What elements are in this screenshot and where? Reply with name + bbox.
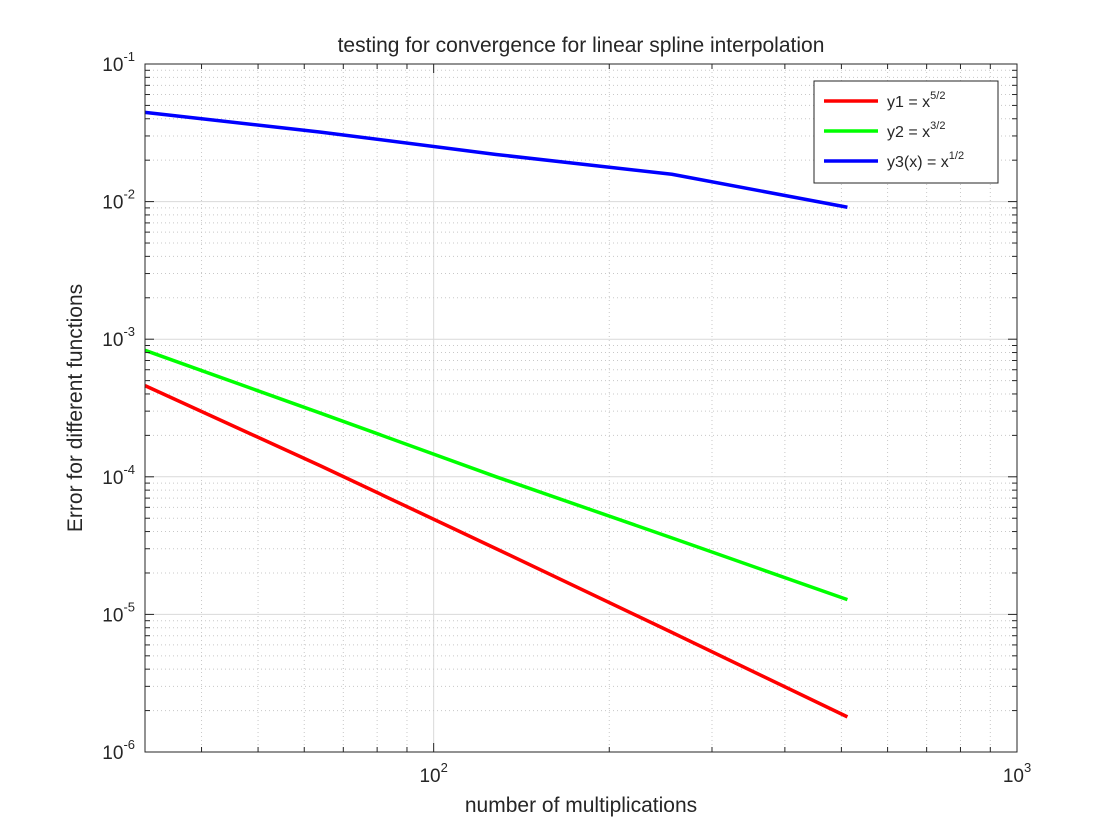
- y-axis-label: Error for different functions: [64, 284, 87, 532]
- chart-title: testing for convergence for linear splin…: [338, 34, 825, 57]
- y-tick-label: 10-4: [102, 462, 135, 489]
- x-axis-label: number of multiplications: [465, 794, 697, 817]
- legend-label-3: y3(x) = x1/2: [887, 150, 964, 171]
- series-lines: [144, 110, 849, 719]
- y-tick-label: 10-3: [102, 324, 135, 351]
- x-tick-label: 102: [419, 760, 447, 787]
- legend-label-1: y1 = x5/2: [887, 90, 945, 111]
- series-line-3: [144, 110, 848, 209]
- y-tick-label: 10-1: [102, 49, 135, 76]
- series-line-1: [144, 384, 849, 719]
- legend: y1 = x5/2 y2 = x3/2 y3(x) = x1/2: [813, 80, 999, 184]
- tick-marks: [145, 63, 1018, 753]
- y-tick-label: 10-5: [102, 599, 135, 626]
- axes-box: [144, 63, 1018, 753]
- y-tick-label: 10-6: [102, 737, 135, 764]
- legend-label-2: y2 = x3/2: [887, 120, 945, 141]
- y-tick-label: 10-2: [102, 187, 135, 214]
- tick-labels: 102 103 10-6 10-5 10-4 10-3 10-2 10-1: [102, 49, 1031, 787]
- series-line-2: [144, 348, 848, 602]
- x-tick-label: 103: [1003, 760, 1031, 787]
